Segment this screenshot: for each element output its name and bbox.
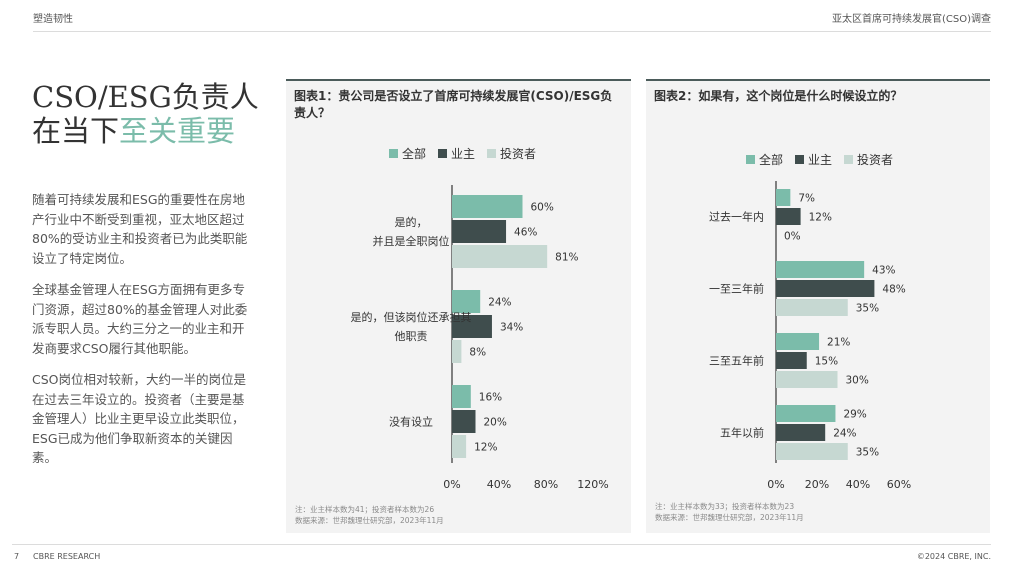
data-label: 21%: [827, 337, 850, 349]
category-label: 过去一年内: [709, 210, 764, 224]
chart-title: 图表2：如果有，这个岗位是什么时候设立的？: [654, 89, 903, 103]
legend-label: 全部: [402, 146, 426, 161]
legend-label: 投资者: [857, 152, 893, 167]
chart-source-line: 数据来源：世邦魏理仕研究部，2023年11月: [655, 513, 804, 522]
category-label: 是的，: [395, 215, 428, 229]
x-tick-label: 60%: [887, 478, 911, 491]
legend-swatch: [795, 155, 804, 164]
chart-source-line: 数据来源：世邦魏理仕研究部，2023年11月: [295, 516, 444, 525]
data-label: 0%: [784, 231, 801, 243]
bar: [452, 290, 481, 313]
x-tick-label: 20%: [805, 478, 829, 491]
bar: [452, 315, 492, 338]
data-label: 29%: [843, 409, 866, 421]
data-label: 24%: [488, 297, 511, 309]
data-label: 34%: [500, 322, 523, 334]
chart-2-svg: 全部 业主 投资者7%12%0%过去一年内43%48%35%一至三年前21%15%3…: [709, 152, 911, 491]
legend-swatch: [389, 149, 398, 158]
section-label: 塑造韧性: [33, 14, 73, 25]
data-label: 7%: [798, 193, 815, 205]
legend-swatch: [487, 149, 496, 158]
data-label: 15%: [815, 356, 838, 368]
legend-label: 业主: [808, 153, 832, 167]
chart-note-line: 注：业主样本数为41；投资者样本数为26: [295, 505, 435, 514]
bar: [452, 245, 548, 268]
legend-swatch: [438, 149, 447, 158]
x-tick-label: 0%: [767, 478, 784, 491]
category-label: 他职责: [395, 330, 428, 343]
x-tick-label: 40%: [487, 478, 511, 491]
headline-highlight: 至关重要: [119, 114, 236, 148]
chart-panel-1: 图表1：贵公司是否设立了首席可持续发展官(CSO)/ESG负责人？ 全部 业主 投资…: [286, 79, 631, 533]
category-label: 没有设立: [389, 415, 433, 429]
bar: [452, 435, 467, 458]
legend-label: 全部: [759, 152, 783, 167]
data-label: 60%: [531, 202, 554, 214]
footer-brand: CBRE RESEARCH: [33, 552, 101, 561]
data-label: 46%: [514, 227, 537, 239]
data-label: 35%: [856, 447, 879, 459]
page-headline: CSO/ESG负责人在当下至关重要: [32, 80, 272, 148]
body-text: 随着可持续发展和ESG的重要性在房地产行业中不断受到重视，亚太地区超过80%的受…: [32, 190, 250, 480]
category-label: 一至三年前: [709, 282, 764, 296]
bar: [776, 443, 848, 460]
bar: [776, 405, 836, 422]
data-label: 8%: [469, 347, 486, 359]
category-label: 是的，但该岗位还承担其: [351, 310, 472, 324]
bar: [776, 424, 826, 441]
legend-swatch: [746, 155, 755, 164]
data-label: 24%: [833, 428, 856, 440]
footer-divider: [12, 544, 991, 545]
data-label: 12%: [809, 212, 832, 224]
chart-1-svg: 全部 业主 投资者 60% 46% 81% 是的， 并且是全职岗位 24% 34% 8% 是的，但该岗…: [351, 146, 609, 491]
bar: [452, 410, 476, 433]
x-tick-label: 80%: [534, 478, 558, 491]
data-label: 12%: [474, 442, 497, 454]
category-label: 三至五年前: [709, 354, 764, 368]
x-tick-label: 120%: [577, 478, 608, 491]
chart-panel-2: 图表2：如果有，这个岗位是什么时候设立的？ 全部 业主 投资者 7% 12% 0% 过去一年…: [646, 79, 990, 533]
chart-note: 注：业主样本数为33；投资者样本数为23 数据来源：世邦魏理仕研究部，2023年…: [655, 501, 804, 523]
legend-swatch: [844, 155, 853, 164]
bar: [452, 340, 462, 363]
data-label: 43%: [872, 265, 895, 277]
bar: [776, 208, 801, 225]
bar: [776, 333, 820, 350]
data-label: 35%: [856, 303, 879, 315]
chart-title: 图表1：贵公司是否设立了首席可持续发展官(CSO)/ESG负责人？: [294, 89, 613, 120]
body-paragraph: 随着可持续发展和ESG的重要性在房地产行业中不断受到重视，亚太地区超过80%的受…: [32, 192, 248, 266]
chart-note: 注：业主样本数为41；投资者样本数为26 数据来源：世邦魏理仕研究部，2023年…: [295, 504, 444, 526]
data-label: 16%: [479, 392, 502, 404]
data-label: 48%: [882, 284, 905, 296]
category-label: 五年以前: [720, 426, 764, 440]
body-paragraph: CSO岗位相对较新，大约一半的岗位是在过去三年设立的。投资者（主要是基金管理人）…: [32, 372, 247, 465]
body-paragraph: 全球基金管理人在ESG方面拥有更多专门资源，超过80%的基金管理人对此委派专职人…: [32, 282, 248, 356]
page-number: 7: [14, 552, 20, 561]
legend-label: 投资者: [500, 146, 536, 161]
category-label: 并且是全职岗位: [373, 234, 450, 248]
data-label: 30%: [846, 375, 869, 387]
bar: [776, 280, 875, 297]
bar: [776, 352, 807, 369]
report-title: 亚太区首席可持续发展官(CSO)调查: [831, 14, 991, 25]
bar: [452, 385, 471, 408]
bar: [776, 189, 791, 206]
bar: [776, 261, 865, 278]
footer-copyright: ©2024 CBRE, INC.: [916, 552, 991, 561]
header-divider: [33, 31, 991, 32]
bar: [452, 220, 507, 243]
legend-label: 业主: [451, 147, 475, 161]
bar: [776, 299, 848, 316]
headline-main: CSO/ESG负责人在当下: [32, 80, 259, 148]
bar: [452, 195, 523, 218]
data-label: 20%: [484, 417, 507, 429]
data-label: 81%: [555, 252, 578, 264]
x-tick-label: 0%: [443, 478, 460, 491]
bar: [776, 371, 838, 388]
x-tick-label: 40%: [846, 478, 870, 491]
chart-note-line: 注：业主样本数为33；投资者样本数为23: [655, 502, 795, 511]
